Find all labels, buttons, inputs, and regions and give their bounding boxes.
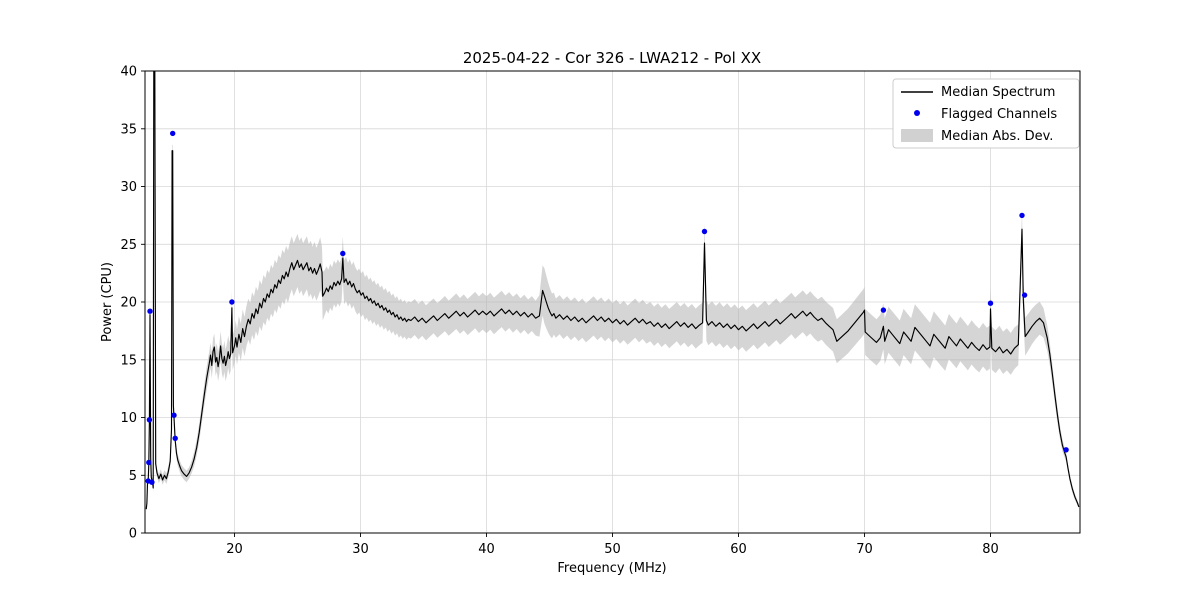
median-spectrum-path (145, 71, 1080, 510)
flagged-channel-dot (1021, 292, 1028, 298)
legend-patch-sample (901, 129, 933, 142)
y-axis-label: Power (CPU) (100, 262, 115, 342)
flagged-channel-dot (171, 412, 177, 418)
flagged-channel-dot (701, 228, 708, 235)
flagged-channel-dot (149, 479, 155, 485)
legend-dot-sample (914, 110, 920, 116)
x-tick-label: 40 (478, 542, 495, 557)
flagged-channel-dot (170, 130, 176, 137)
mad-band-polygon (146, 71, 1079, 513)
y-tick-label: 35 (120, 122, 137, 137)
legend: Median Spectrum Flagged Channels Median … (892, 78, 1080, 149)
x-axis-label: Frequency (MHz) (557, 561, 666, 576)
y-tick-label: 30 (120, 180, 137, 195)
y-tick-label: 5 (129, 469, 137, 484)
flagged-channel-dot (146, 459, 152, 466)
x-tick-label: 60 (730, 542, 747, 557)
flagged-channel-dot (146, 417, 153, 423)
chart-title: 2025-04-22 - Cor 326 - LWA212 - Pol XX (463, 49, 761, 67)
legend-label-mad: Median Abs. Dev. (941, 129, 1053, 144)
y-tick-label: 25 (120, 238, 137, 253)
x-tick-label: 30 (352, 542, 369, 557)
x-tick-label: 70 (856, 542, 873, 557)
x-tick-label: 20 (226, 542, 243, 557)
y-tick-label: 40 (120, 65, 137, 80)
flagged-channel-dot (147, 308, 153, 314)
x-tick-label: 50 (604, 542, 621, 557)
legend-label-flagged-channels: Flagged Channels (941, 107, 1057, 122)
axis-ticks: 20 30 40 50 60 70 80 0 5 10 15 20 25 30 35 40 (120, 65, 998, 558)
x-tick-label: 80 (982, 542, 999, 557)
legend-label-median-spectrum: Median Spectrum (941, 85, 1055, 100)
flagged-channel-dot (229, 299, 235, 305)
y-tick-label: 10 (120, 411, 137, 426)
mad-band (146, 71, 1079, 513)
flagged-channel-dot (172, 435, 178, 441)
median-spectrum-line (145, 71, 1080, 510)
y-tick-label: 20 (120, 296, 137, 311)
plot-border (144, 70, 1081, 534)
flagged-channel-dot (1019, 212, 1025, 219)
y-tick-label: 0 (129, 527, 137, 542)
legend-box (892, 78, 1080, 149)
flagged-channels-dots (145, 130, 1069, 485)
flagged-channel-dot (987, 300, 994, 306)
flagged-channel-dot (340, 250, 346, 257)
flagged-channel-dot (1063, 447, 1069, 453)
y-tick-label: 15 (120, 353, 137, 368)
flagged-channel-dot (880, 307, 887, 313)
